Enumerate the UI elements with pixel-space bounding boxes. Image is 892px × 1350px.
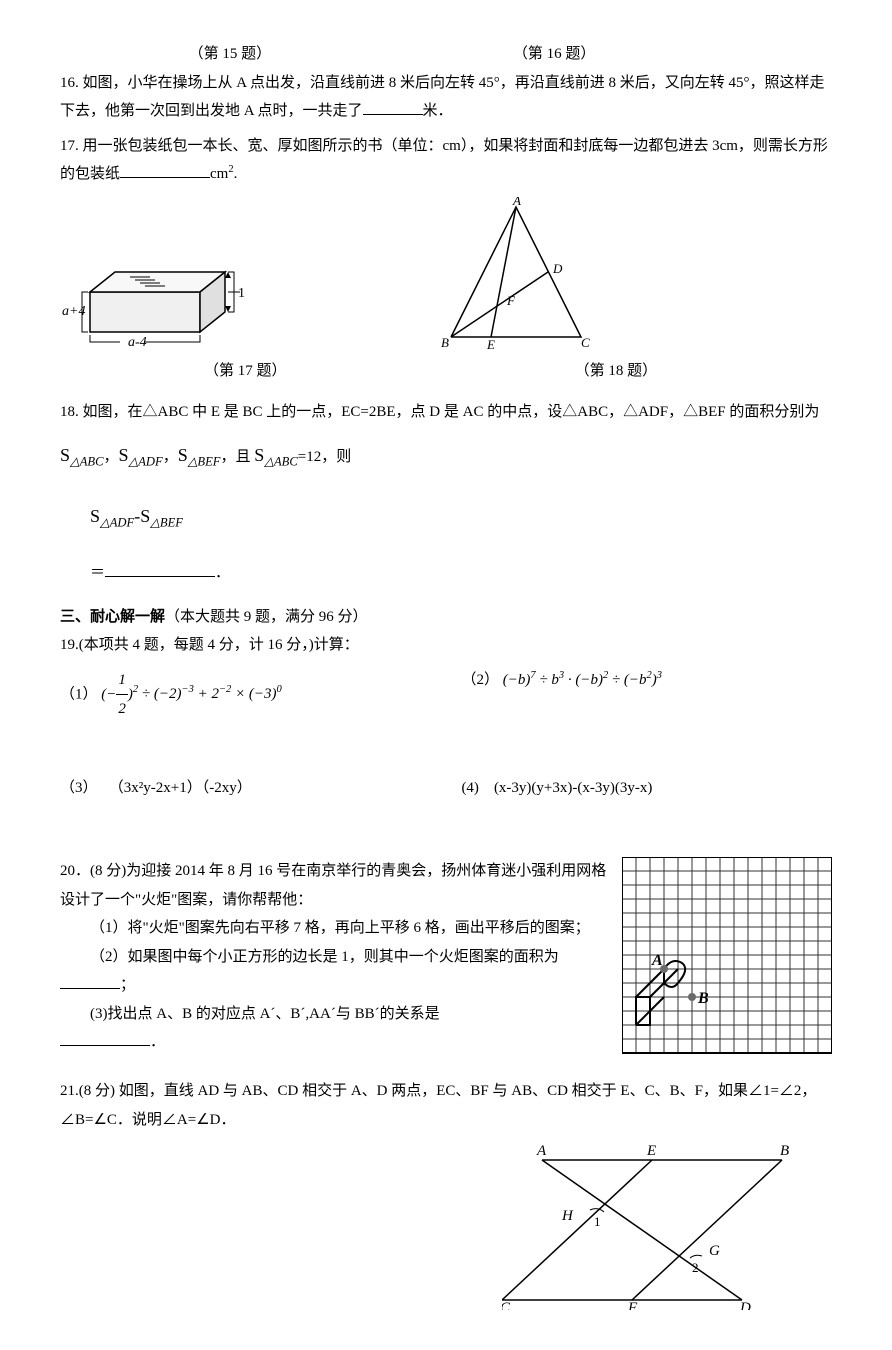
q20-p3-end: ． (150, 1034, 165, 1050)
q18-text1: 如图，在△ABC 中 E 是 BC 上的一点，EC=2BE，点 D 是 AC 的… (83, 404, 820, 420)
q19-p3-expr: （3x²y-2x+1）（-2xy） (109, 780, 252, 796)
q17-blank (120, 177, 210, 178)
s-abc: S (60, 445, 70, 465)
expr-sub2: △BEF (150, 515, 183, 529)
svg-text:a+4: a+4 (62, 304, 85, 319)
svg-text:B: B (780, 1143, 789, 1159)
section-3-note: （本大题共 9 题，满分 96 分） (165, 609, 368, 625)
q17-period: . (234, 166, 238, 182)
q19-p2-expr: (−b)7 ÷ b3 · (−b)2 ÷ (−b2)3 (503, 672, 662, 688)
question-19: 19.(本项共 4 题，每题 4 分，计 16 分，)计算： (60, 631, 832, 660)
q17-text: 用一张包装纸包一本长、宽、厚如图所示的书（单位：cm），如果将封面和封底每一边都… (60, 138, 828, 183)
svg-text:E: E (646, 1143, 656, 1159)
q19-num: 19. (60, 637, 79, 653)
caption-18: （第 18 题） (431, 357, 802, 386)
sub-adf: △ADF (129, 455, 163, 469)
q16-unit: 米． (423, 103, 453, 119)
q20-p3: (3)找出点 A、B 的对应点 A´、B´,AA´与 BB´的关系是 (90, 1006, 440, 1022)
caption-row-15-16: （第 15 题） （第 16 题） (60, 40, 832, 69)
s-adf: S (119, 445, 129, 465)
s-bef: S (178, 445, 188, 465)
svg-text:2: 2 (692, 1260, 699, 1275)
q19-p4-label: (4) (461, 780, 479, 796)
question-17: 17. 用一张包装纸包一本长、宽、厚如图所示的书（单位：cm），如果将封面和封底… (60, 132, 832, 189)
q19-row2: （3） （3x²y-2x+1）（-2xy） (4) (x-3y)(y+3x)-(… (60, 774, 832, 803)
q18-text3: ，则 (321, 449, 351, 465)
section-3-title: 三、耐心解一解 (60, 609, 165, 625)
q18-blank (105, 576, 215, 577)
q19-p1-label: （1） (60, 686, 98, 702)
svg-text:C: C (581, 335, 590, 350)
figure-row-17-18: a+4 a-4 1 （第 17 题） A B C D E F （第 18 题） (60, 197, 832, 386)
q19-p1-expr: (−12)2 ÷ (−2)−3 + 2−2 × (−3)0 (101, 686, 282, 702)
question-18: 18. 如图，在△ABC 中 E 是 BC 上的一点，EC=2BE，点 D 是 … (60, 393, 832, 593)
triangle-18-figure: A B C D E F (431, 197, 601, 357)
svg-text:F: F (627, 1300, 638, 1310)
q18-val: =12 (298, 449, 321, 465)
q20-blank2 (60, 1045, 150, 1046)
q18-eq: ＝ (90, 565, 105, 581)
book-figure: a+4 a-4 1 (60, 247, 260, 357)
svg-text:G: G (709, 1243, 720, 1259)
caption-15: （第 15 题） (60, 40, 400, 69)
q19-p2-label: （2） (461, 672, 499, 688)
q20-p2: （2）如果图中每个小正方形的边长是 1，则其中一个火炬图案的面积为 (90, 949, 559, 965)
q21-note: (8 分) 如图，直线 AD 与 AB、CD 相交于 A、D 两点，EC、BF … (60, 1083, 816, 1128)
svg-text:A: A (651, 952, 663, 969)
svg-text:a-4: a-4 (128, 335, 147, 350)
parallelogram-figure: A E B C F D H G 1 2 (502, 1140, 802, 1310)
svg-text:H: H (561, 1208, 574, 1224)
question-21: 21.(8 分) 如图，直线 AD 与 AB、CD 相交于 A、D 两点，EC、… (60, 1077, 832, 1134)
q16-blank (363, 114, 423, 115)
q18-period: ． (215, 565, 230, 581)
expr-s2: S (140, 506, 150, 526)
q19-p4-expr: (x-3y)(y+3x)-(x-3y)(3y-x) (494, 780, 652, 796)
q16-num: 16. (60, 75, 79, 91)
svg-text:D: D (739, 1300, 751, 1310)
q17-unit: cm (210, 166, 228, 182)
q17-num: 17. (60, 138, 79, 154)
q21-num: 21. (60, 1083, 79, 1099)
q20-blank1 (60, 988, 120, 989)
q18-text2: ，且 (221, 449, 255, 465)
caption-16: （第 16 题） (400, 40, 709, 69)
svg-text:F: F (506, 293, 516, 308)
sub-abc2: △ABC (264, 455, 297, 469)
question-16: 16. 如图，小华在操场上从 A 点出发，沿直线前进 8 米后向左转 45°，再… (60, 69, 832, 126)
svg-text:1: 1 (238, 286, 245, 301)
sub-abc: △ABC (70, 455, 103, 469)
grid-figure: A B (622, 857, 832, 1057)
svg-text:D: D (552, 261, 563, 276)
q20-num: 20． (60, 863, 90, 879)
q19-p3-label: （3） (60, 780, 98, 796)
q19-note: (本项共 4 题，每题 4 分，计 16 分，)计算： (79, 637, 359, 653)
svg-text:A: A (536, 1143, 547, 1159)
svg-text:A: A (512, 197, 521, 208)
section-3-head: 三、耐心解一解（本大题共 9 题，满分 96 分） (60, 603, 832, 632)
svg-text:E: E (486, 337, 495, 352)
sub-bef: △BEF (188, 455, 221, 469)
svg-text:B: B (697, 990, 709, 1007)
q20-p1: （1）将"火炬"图案先向右平移 7 格，再向上平移 6 格，画出平移后的图案； (60, 914, 612, 943)
s-abc2: S (254, 445, 264, 465)
svg-text:B: B (441, 335, 449, 350)
q19-row1: （1） (−12)2 ÷ (−2)−3 + 2−2 × (−3)0 （2） (−… (60, 666, 832, 724)
svg-text:1: 1 (594, 1214, 601, 1229)
q20-note: (8 分)为迎接 2014 年 8 月 16 号在南京举行的青奥会，扬州体育迷小… (60, 863, 606, 908)
question-20: 20．(8 分)为迎接 2014 年 8 月 16 号在南京举行的青奥会，扬州体… (60, 857, 832, 1057)
q20-p2-end: ； (120, 977, 135, 993)
caption-17: （第 17 题） (60, 357, 431, 386)
expr-sub1: △ADF (100, 515, 134, 529)
q18-num: 18. (60, 404, 79, 420)
svg-text:C: C (502, 1300, 511, 1310)
expr-s1: S (90, 506, 100, 526)
